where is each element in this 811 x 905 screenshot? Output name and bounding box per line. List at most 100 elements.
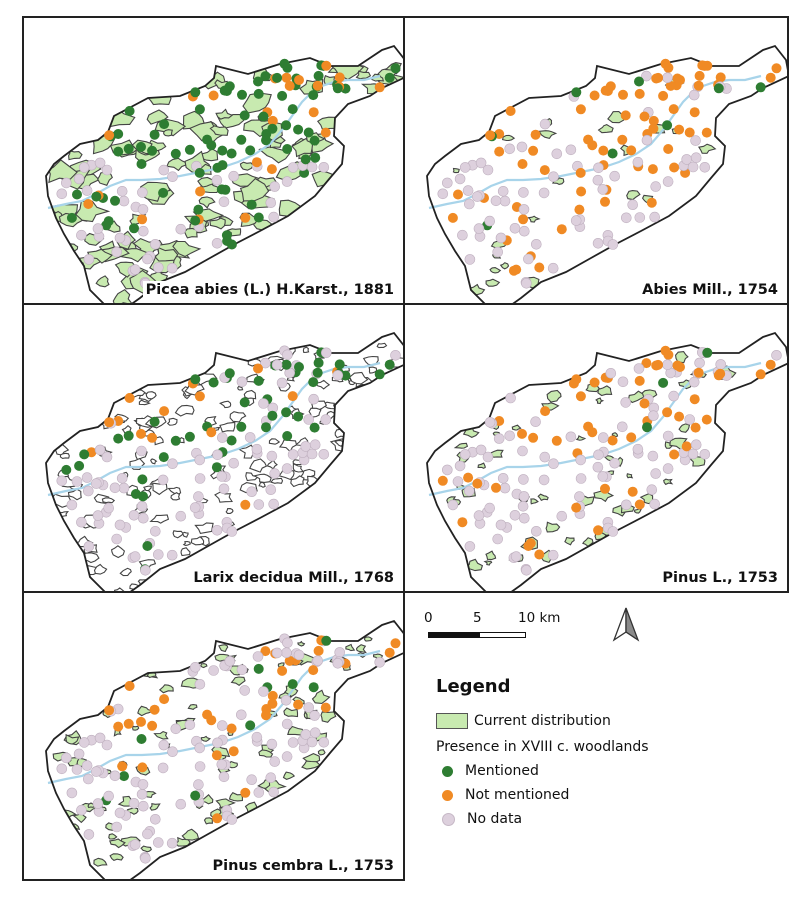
sample-point xyxy=(505,392,516,404)
sample-point xyxy=(158,164,170,176)
sample-point xyxy=(157,474,169,486)
sample-point xyxy=(261,422,271,433)
sample-point xyxy=(253,76,263,87)
sample-point xyxy=(149,704,160,715)
sample-point xyxy=(675,75,685,85)
sample-point xyxy=(617,421,628,433)
sample-point xyxy=(669,162,680,173)
sample-point xyxy=(212,162,223,173)
sample-point xyxy=(662,72,673,84)
sample-point xyxy=(114,519,126,531)
sample-point xyxy=(109,770,121,782)
sample-point xyxy=(517,428,527,439)
sample-point xyxy=(81,760,93,771)
sample-point xyxy=(521,278,532,289)
sample-point xyxy=(598,432,609,443)
sample-point xyxy=(626,432,637,443)
sample-point xyxy=(104,417,115,428)
sample-point xyxy=(665,80,676,91)
sample-point xyxy=(170,435,181,446)
sample-point xyxy=(447,212,458,223)
sample-point xyxy=(218,483,230,495)
sample-point xyxy=(492,246,503,258)
sample-point xyxy=(92,510,104,521)
sample-point xyxy=(116,186,128,197)
sample-point xyxy=(190,87,201,98)
sample-point xyxy=(136,141,146,152)
sample-point xyxy=(216,184,227,195)
sample-point xyxy=(287,737,299,748)
sample-point xyxy=(137,474,148,485)
sample-point xyxy=(669,449,680,460)
sample-point xyxy=(138,512,149,524)
sample-point xyxy=(626,145,637,156)
legend-label: Current distribution xyxy=(474,713,611,729)
sample-point xyxy=(282,637,293,649)
sample-point xyxy=(575,473,587,484)
sample-point xyxy=(605,367,617,379)
sample-point xyxy=(598,145,609,156)
sample-point xyxy=(184,431,195,442)
sample-point xyxy=(226,239,237,250)
sample-point xyxy=(318,449,330,460)
sample-point xyxy=(284,80,295,91)
sample-point xyxy=(482,451,494,463)
sample-point xyxy=(306,161,318,173)
sample-point xyxy=(313,645,324,656)
sample-point xyxy=(320,347,332,359)
sample-point xyxy=(571,374,582,385)
sample-point xyxy=(627,199,638,210)
sample-point xyxy=(374,656,386,668)
map-cembra xyxy=(45,619,403,879)
sample-point xyxy=(648,115,659,126)
sample-point xyxy=(166,262,178,274)
sample-point xyxy=(517,445,528,457)
map-larix xyxy=(45,331,403,591)
sample-point xyxy=(265,484,277,495)
sample-point xyxy=(281,751,293,762)
sample-point xyxy=(216,471,228,482)
sample-point xyxy=(206,140,217,151)
sample-point xyxy=(246,774,257,785)
sample-point xyxy=(574,204,585,215)
sample-point xyxy=(495,232,507,244)
sample-point xyxy=(266,164,277,175)
sample-point xyxy=(639,111,650,122)
sample-point xyxy=(116,473,128,484)
sample-point xyxy=(208,665,219,676)
sample-point xyxy=(224,81,235,92)
sample-point xyxy=(281,647,292,659)
sample-point xyxy=(662,120,673,131)
sample-point xyxy=(138,491,148,502)
sample-point xyxy=(646,484,658,495)
sample-point xyxy=(309,135,320,146)
sample-point xyxy=(136,501,148,512)
sample-point xyxy=(519,225,530,237)
sample-point xyxy=(166,837,178,849)
sample-point xyxy=(153,837,164,848)
sample-point xyxy=(94,157,106,169)
sample-point xyxy=(150,239,161,250)
sample-point xyxy=(484,417,496,428)
sample-point xyxy=(66,499,78,511)
sample-point xyxy=(103,790,114,802)
sample-point xyxy=(755,369,766,380)
sample-point xyxy=(472,478,483,489)
sample-point xyxy=(66,212,77,223)
sample-point xyxy=(587,140,598,151)
sample-point xyxy=(253,88,264,99)
sample-point xyxy=(690,439,702,450)
sample-point xyxy=(571,502,582,513)
sample-point xyxy=(113,721,124,732)
sample-point xyxy=(193,779,204,790)
sample-point xyxy=(194,104,205,115)
sample-point xyxy=(267,698,278,709)
sample-point xyxy=(593,162,604,174)
sample-point xyxy=(190,374,201,385)
sample-point xyxy=(268,786,279,798)
sample-point xyxy=(94,444,106,456)
sample-point xyxy=(633,363,645,374)
sample-point xyxy=(607,239,619,250)
sample-point xyxy=(167,746,178,757)
sample-point xyxy=(627,486,638,497)
